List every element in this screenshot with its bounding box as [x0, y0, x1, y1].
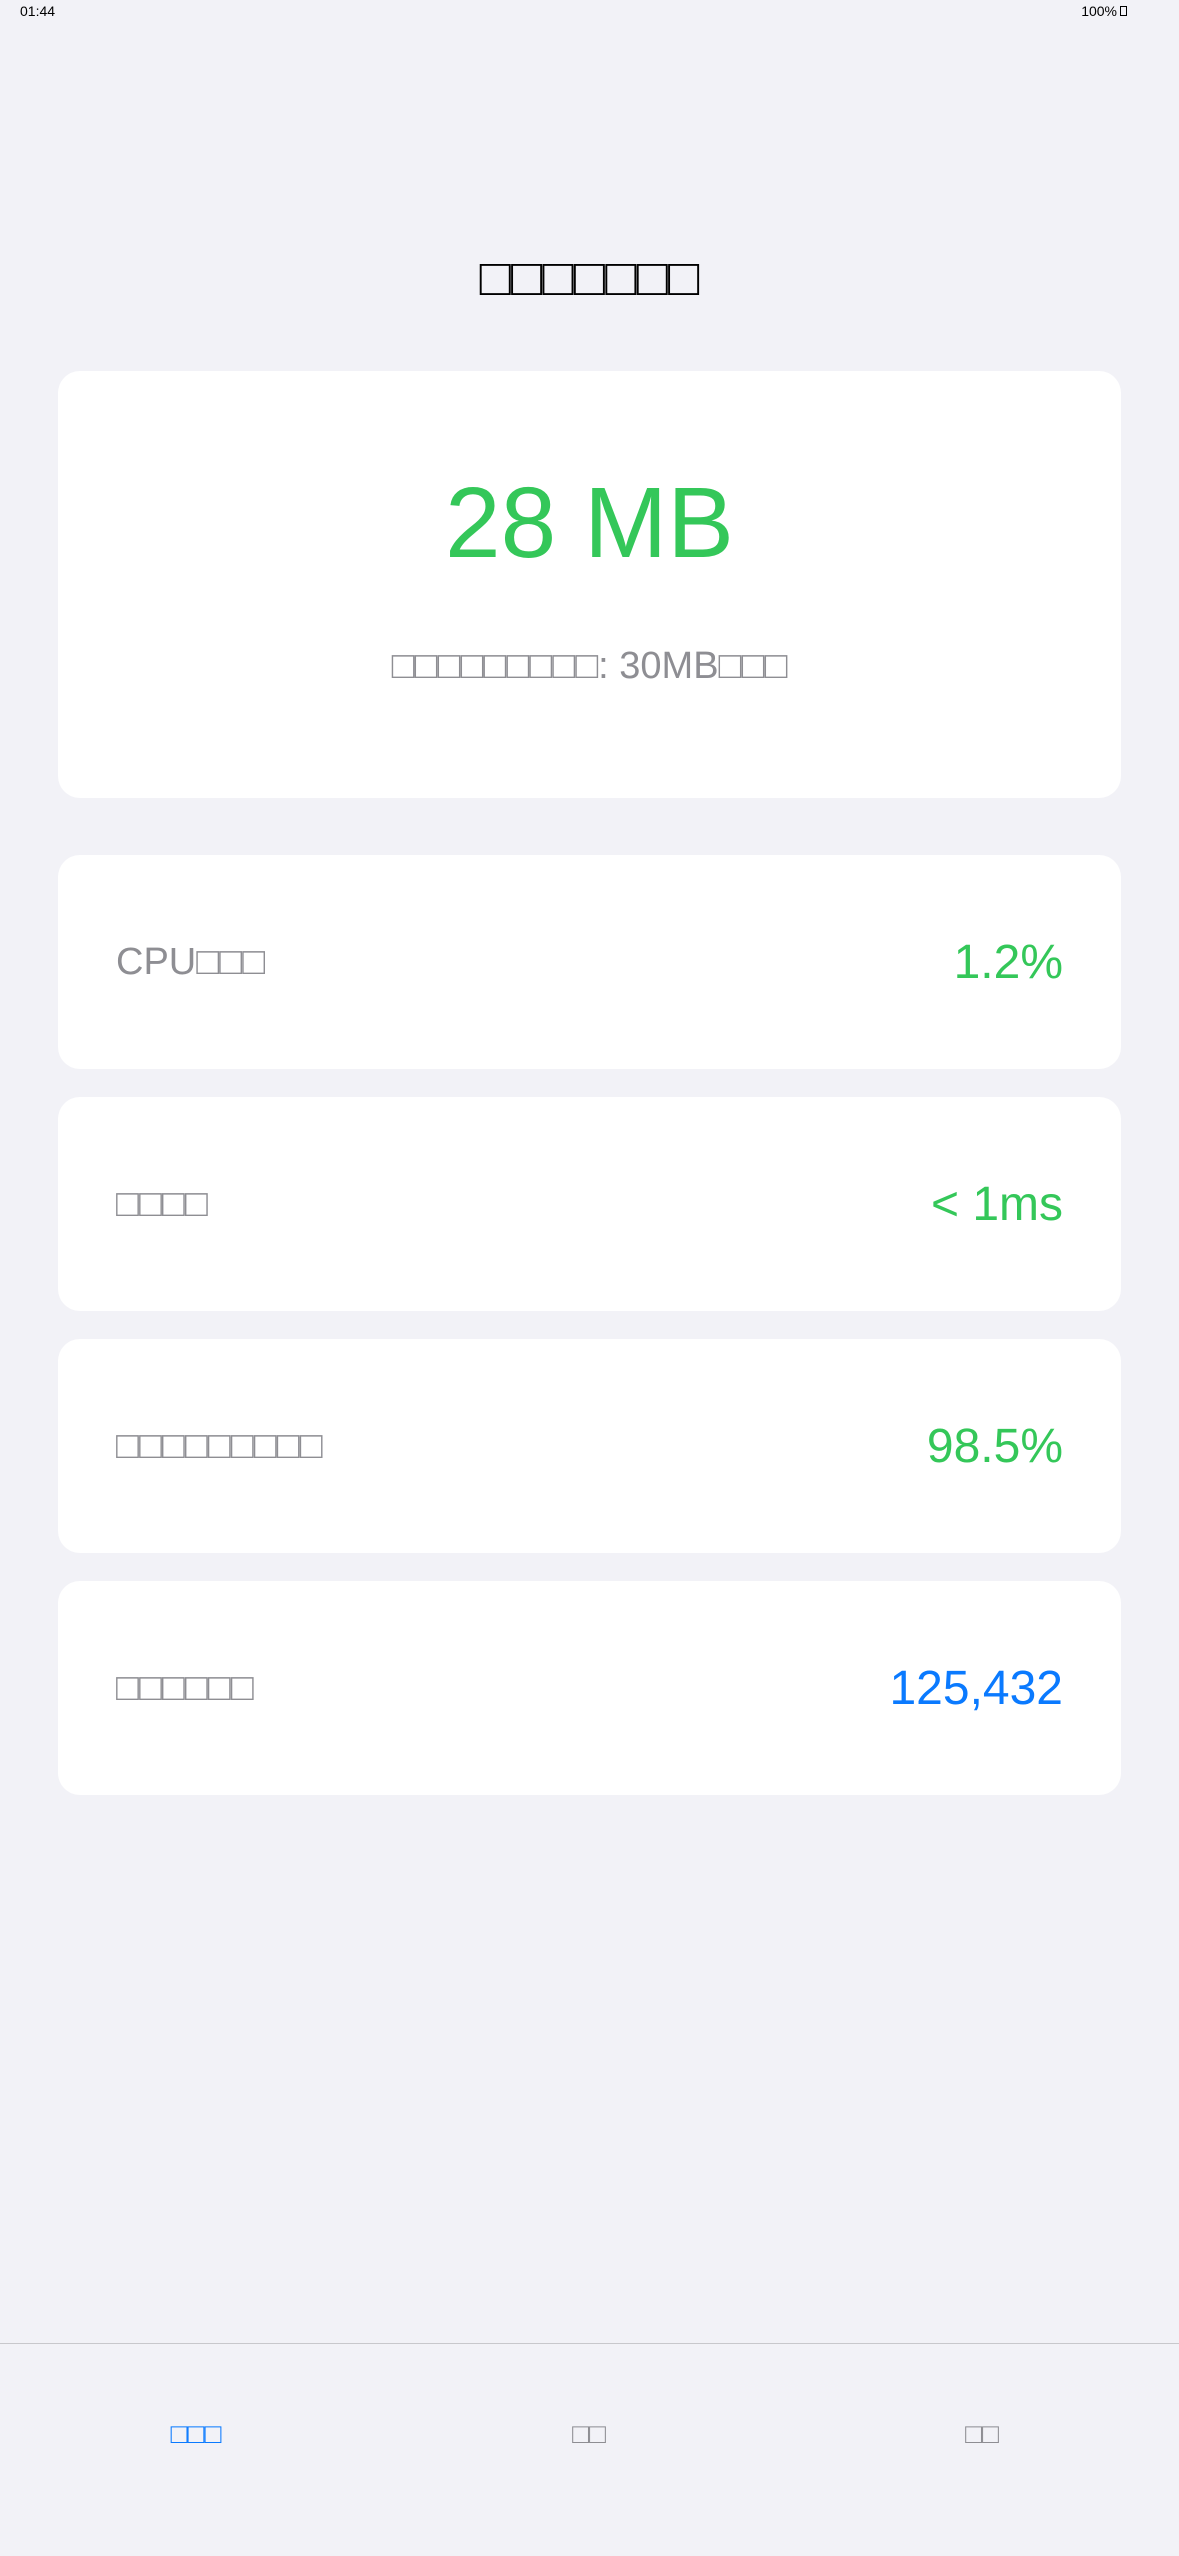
tab-first[interactable]: □□□	[170, 2418, 222, 2449]
metric-label: □□□□□□□□□	[116, 1425, 323, 1467]
memory-usage-target: □□□□□□□□□: 30MB□□□	[391, 645, 788, 687]
page-title: □□□□□□□	[479, 249, 700, 307]
metric-label: □□□□	[116, 1183, 208, 1225]
battery-icon	[1120, 6, 1127, 16]
metric-card-hit-rate: □□□□□□□□□ 98.5%	[58, 1339, 1121, 1553]
metric-value: < 1ms	[930, 1178, 1063, 1231]
memory-usage-card: 28 MB □□□□□□□□□: 30MB□□□	[58, 371, 1121, 798]
metric-value: 125,432	[889, 1662, 1063, 1715]
battery-percentage: 100%	[1081, 3, 1117, 19]
memory-usage-value: 28 MB	[444, 467, 734, 579]
status-bar: 01:44 100%	[0, 0, 1179, 24]
metric-value: 1.2%	[953, 936, 1063, 989]
metric-label: □□□□□□	[116, 1667, 254, 1709]
tab-second[interactable]: □□	[572, 2418, 606, 2449]
tab-third[interactable]: □□	[965, 2418, 999, 2449]
status-time: 01:44	[20, 3, 56, 19]
metric-card-latency: □□□□ < 1ms	[58, 1097, 1121, 1311]
metric-card-count: □□□□□□ 125,432	[58, 1581, 1121, 1795]
metric-label: CPU□□□	[116, 941, 266, 983]
metric-value: 98.5%	[926, 1420, 1063, 1473]
tab-bar: □□□ □□ □□	[0, 2343, 1179, 2556]
metric-card-cpu: CPU□□□ 1.2%	[58, 855, 1121, 1069]
status-indicators: 100%	[1081, 3, 1127, 19]
